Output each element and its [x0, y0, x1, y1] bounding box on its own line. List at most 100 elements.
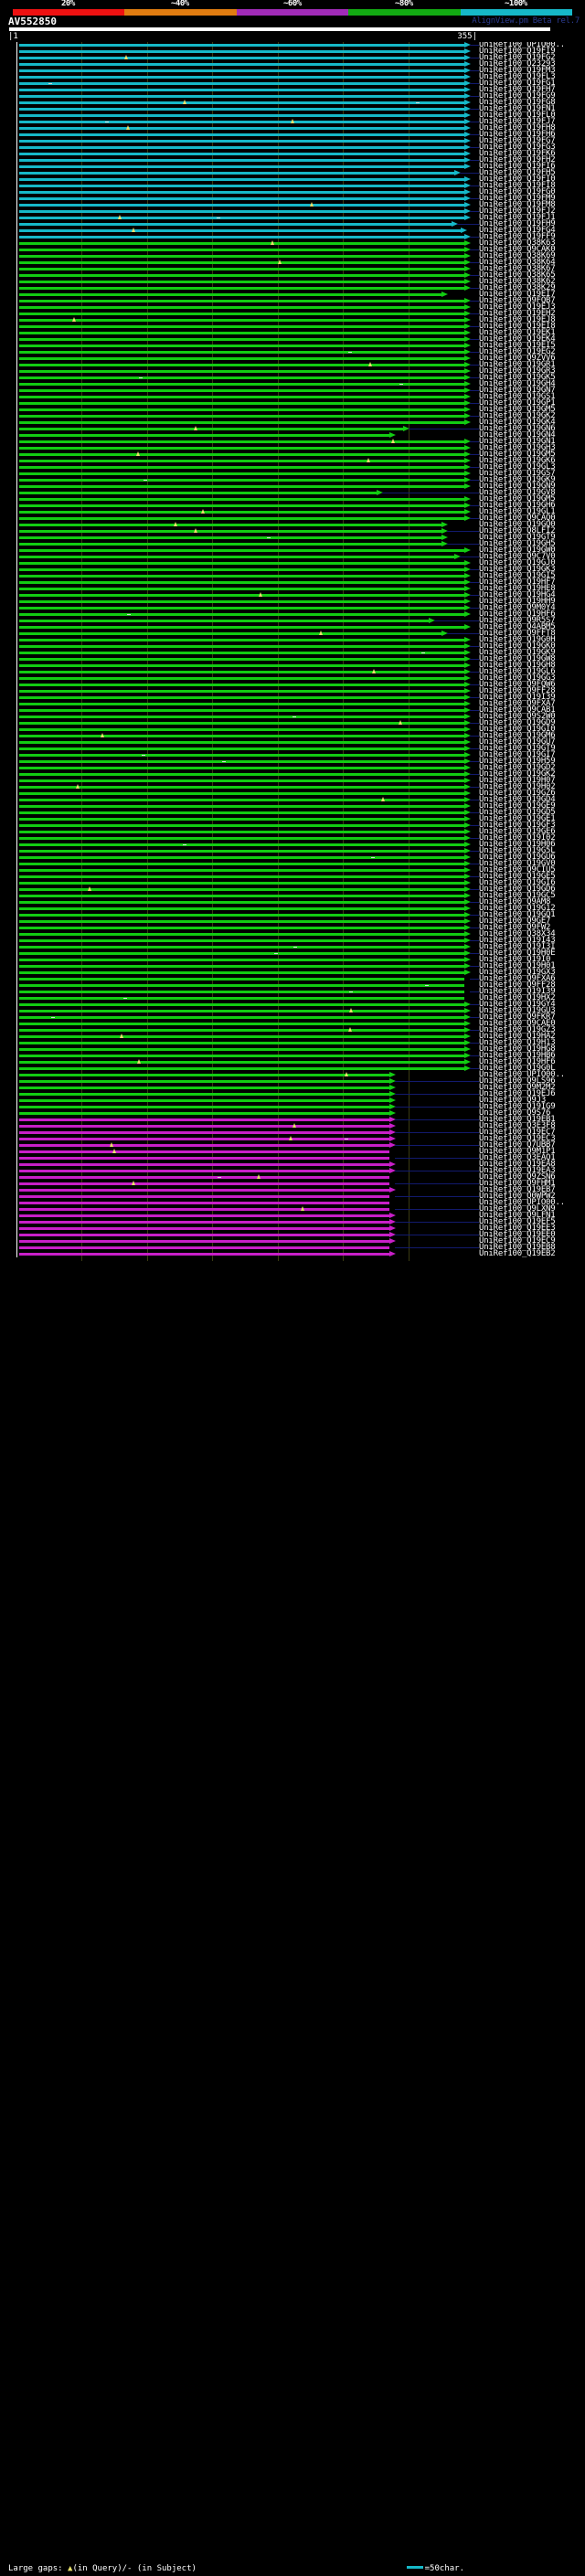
- hit-bar[interactable]: [19, 325, 464, 328]
- hit-bar[interactable]: [19, 319, 464, 322]
- alignment-row[interactable]: UniRef100_Q38K64: [0, 259, 585, 267]
- alignment-row[interactable]: UniRef100_Q19H0E: [0, 949, 585, 958]
- hit-bar[interactable]: [19, 345, 464, 347]
- alignment-row[interactable]: UniRef100_Q9FXA6: [0, 975, 585, 983]
- hit-bar[interactable]: [19, 50, 464, 53]
- hit-label[interactable]: UniRef100_Q19IG9: [479, 1102, 556, 1111]
- alignment-row[interactable]: UniRef100_Q19GD9: [0, 719, 585, 727]
- hit-bar[interactable]: [19, 658, 464, 661]
- hit-label[interactable]: UniRef100_Q19EB7: [479, 1185, 556, 1194]
- alignment-row[interactable]: UniRef100_Q19GM5: [0, 450, 585, 459]
- hit-label[interactable]: UniRef100_Q19EE3: [479, 1224, 556, 1233]
- hit-bar[interactable]: [19, 863, 464, 865]
- hit-label[interactable]: UniRef100_Q9CIU5: [479, 865, 556, 875]
- hit-label[interactable]: UniRef100_Q9FQW6: [479, 680, 556, 689]
- hit-bar[interactable]: [19, 888, 464, 891]
- hit-bar[interactable]: [19, 927, 464, 929]
- alignment-row[interactable]: UniRef100_Q19GH5: [0, 540, 585, 548]
- alignment-row[interactable]: UniRef100_Q19GE1: [0, 815, 585, 823]
- alignment-row[interactable]: UniRef100_Q9S76: [0, 1108, 585, 1118]
- hit-bar[interactable]: [19, 613, 464, 616]
- hit-label[interactable]: UniRef100_Q9FHM1: [479, 1179, 556, 1188]
- alignment-row[interactable]: UniRef100_UPIO00..: [0, 1199, 585, 1207]
- alignment-row[interactable]: UniRef100_Q19FF9: [0, 233, 585, 241]
- hit-label[interactable]: UniRef100_Q19GM5: [479, 450, 556, 459]
- hit-label[interactable]: UniRef100_Q19HG4: [479, 590, 556, 599]
- hit-bar[interactable]: [19, 971, 464, 974]
- alignment-row[interactable]: UniRef100_Q19FG7: [0, 137, 585, 145]
- hit-label[interactable]: UniRef100_Q19FG2: [479, 53, 556, 62]
- hit-label[interactable]: UniRef100_Q9FFT8: [479, 629, 556, 638]
- hit-label[interactable]: UniRef100_Q19FG1: [479, 79, 556, 88]
- hit-bar[interactable]: [19, 76, 464, 79]
- hit-label[interactable]: UniRef100_Q19EI7: [479, 290, 556, 299]
- alignment-row[interactable]: UniRef100_Q19I39: [0, 988, 585, 996]
- alignment-row[interactable]: UniRef100_Q9GE7: [0, 917, 585, 926]
- hit-label[interactable]: UniRef100_Q19EA3: [479, 1166, 556, 1175]
- hit-label[interactable]: UniRef100_Q19HF6: [479, 1057, 556, 1066]
- alignment-row[interactable]: UniRef100_Q19GV0: [0, 860, 585, 868]
- hit-label[interactable]: UniRef100_Q19EC3: [479, 1134, 556, 1143]
- alignment-row[interactable]: UniRef100_Q9S2W0: [0, 713, 585, 721]
- alignment-row[interactable]: UniRef100_Q19FJ2: [0, 207, 585, 216]
- hit-label[interactable]: UniRef100_O23293: [479, 59, 556, 69]
- hit-bar[interactable]: [19, 837, 464, 840]
- alignment-row[interactable]: UniRef100_Q19EE3: [0, 1224, 585, 1233]
- hit-bar[interactable]: [19, 1176, 389, 1179]
- hit-bar[interactable]: [19, 108, 464, 111]
- hit-bar[interactable]: [19, 1227, 389, 1230]
- hit-bar[interactable]: [19, 639, 464, 641]
- hit-bar[interactable]: [19, 217, 464, 219]
- hit-bar[interactable]: [19, 652, 464, 654]
- hit-label[interactable]: UniRef100_Q19FL0: [479, 111, 556, 120]
- hit-label[interactable]: UniRef100_Q9S76: [479, 1108, 551, 1118]
- hit-label[interactable]: UniRef100_Q19FG3: [479, 143, 556, 152]
- hit-label[interactable]: UniRef100_Q19HE8: [479, 584, 556, 593]
- alignment-row[interactable]: UniRef100_Q19GI6: [0, 879, 585, 887]
- alignment-row[interactable]: UniRef100_Q19FG8: [0, 99, 585, 107]
- alignment-row[interactable]: UniRef100_Q19GU7: [0, 738, 585, 747]
- hit-label[interactable]: UniRef100_Q19HB6: [479, 1051, 556, 1060]
- hit-bar[interactable]: [19, 1099, 389, 1102]
- hit-label[interactable]: UniRef100_Q19GD5: [479, 808, 556, 817]
- hit-label[interactable]: UniRef100_Q9LS96: [479, 1076, 556, 1086]
- hit-bar[interactable]: [19, 997, 464, 1000]
- alignment-row[interactable]: UniRef100_Q19GK6: [0, 457, 585, 465]
- hit-label[interactable]: UniRef100_Q19GT9: [479, 533, 556, 542]
- hit-label[interactable]: UniRef100_Q19HX2: [479, 993, 556, 1002]
- alignment-row[interactable]: UniRef100_Q19GT9: [0, 533, 585, 542]
- alignment-row[interactable]: UniRef100_Q9FKR7: [0, 1013, 585, 1022]
- hit-bar[interactable]: [19, 1144, 389, 1147]
- alignment-row[interactable]: UniRef100_Q9R5S7: [0, 617, 585, 625]
- hit-bar[interactable]: [19, 1138, 389, 1140]
- hit-label[interactable]: UniRef100_Q9ZVV6: [479, 354, 556, 363]
- hit-label[interactable]: UniRef100_Q19FJ7: [479, 117, 556, 126]
- hit-label[interactable]: UniRef100_Q19I3I: [479, 942, 556, 951]
- hit-bar[interactable]: [19, 850, 464, 853]
- hit-bar[interactable]: [19, 383, 464, 386]
- hit-bar[interactable]: [19, 671, 464, 673]
- hit-bar[interactable]: [19, 402, 464, 405]
- hit-bar[interactable]: [19, 600, 464, 603]
- alignment-row[interactable]: UniRef100_Q19FI9: [0, 48, 585, 56]
- hit-label[interactable]: UniRef100_Q19HG8: [479, 1044, 556, 1054]
- hit-label[interactable]: UniRef100_Q19FH8: [479, 123, 556, 133]
- alignment-row[interactable]: UniRef100_UPIO00..: [0, 42, 585, 49]
- hit-bar[interactable]: [19, 1112, 389, 1115]
- hit-bar[interactable]: [19, 920, 464, 923]
- hit-bar[interactable]: [19, 223, 452, 226]
- hit-label[interactable]: UniRef100_Q9M0Y4: [479, 603, 556, 612]
- hit-bar[interactable]: [19, 1189, 389, 1192]
- hit-label[interactable]: UniRef100_Q19EJ8: [479, 315, 556, 324]
- hit-bar[interactable]: [19, 492, 377, 494]
- hit-bar[interactable]: [19, 44, 464, 47]
- hit-label[interactable]: UniRef100_Q19FI6: [479, 162, 556, 171]
- alignment-row[interactable]: UniRef100_Q9FQW6: [0, 680, 585, 689]
- hit-label[interactable]: UniRef100_Q19GH8: [479, 661, 556, 670]
- hit-label[interactable]: UniRef100_Q9CAB1: [479, 705, 556, 715]
- alignment-row[interactable]: UniRef100_Q9C7V0: [0, 553, 585, 561]
- hit-bar[interactable]: [19, 620, 429, 622]
- hit-label[interactable]: UniRef100_Q19I39: [479, 693, 556, 702]
- alignment-row[interactable]: UniRef100_Q19FM8: [0, 201, 585, 209]
- alignment-row[interactable]: UniRef100_Q9M0Y4: [0, 603, 585, 612]
